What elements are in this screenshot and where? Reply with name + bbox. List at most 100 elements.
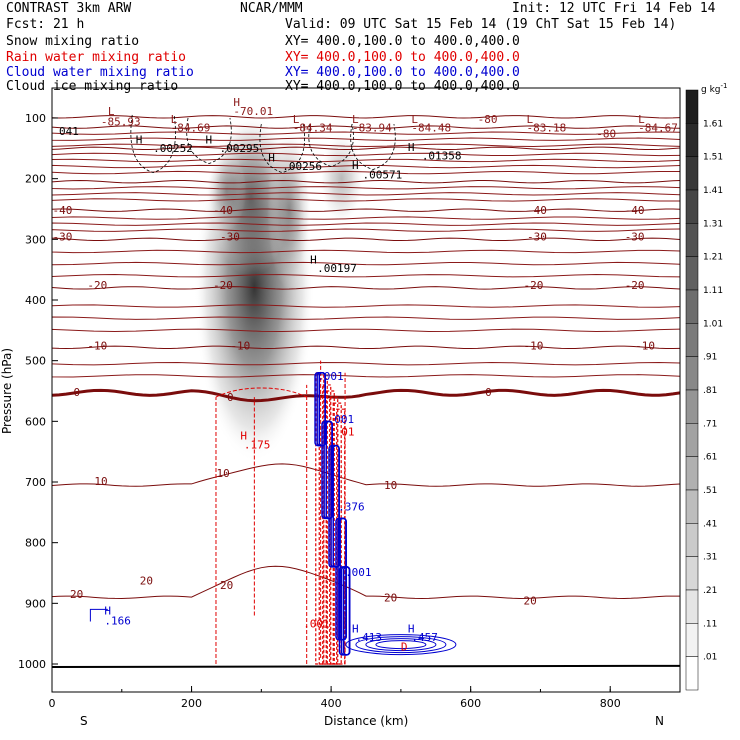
y-tick-label: 700 [25, 476, 46, 489]
colorbar-swatch [685, 123, 699, 157]
contour-label: -84.48 [411, 121, 451, 134]
contour-label: H [310, 254, 317, 267]
isotherm-label: -40 [527, 204, 547, 217]
isotherm-label: 10 [216, 467, 229, 480]
colorbar-label: .81 [703, 386, 717, 396]
contour-label: L [638, 113, 645, 126]
isotherm-line [52, 274, 680, 278]
y-tick-label: 900 [25, 597, 46, 610]
isotherm-label: 20 [384, 591, 397, 604]
colorbar-label: .61 [703, 453, 717, 463]
contour-label: H [352, 622, 359, 635]
isotherm-label: 10 [384, 479, 397, 492]
isotherm-label: -30 [220, 230, 240, 243]
colorbar-swatch [685, 256, 699, 291]
contour-label: .00295 [219, 142, 259, 155]
colorbar-unit: g kg-1 [701, 82, 727, 95]
field-snow-name: Snow mixing ratio [6, 34, 140, 49]
isotherm-line [52, 186, 680, 190]
isotherm-label: 20 [140, 574, 153, 587]
contour-label: .00256 [282, 160, 322, 173]
isotherm-line [52, 208, 680, 212]
cloud-ice-contour [259, 123, 305, 174]
surface-line [52, 664, 680, 669]
x-tick-label: 200 [181, 697, 202, 710]
contour-label: -84.67 [638, 121, 678, 134]
contour-label: H [206, 133, 213, 146]
x-tick-label: 800 [600, 697, 621, 710]
isotherm-line [52, 237, 680, 242]
contour-label: .457 [411, 631, 438, 644]
colorbar-swatch [685, 323, 699, 357]
isotherm-label: -40 [53, 204, 73, 217]
isotherm-label: 20 [220, 579, 233, 592]
contour-label: -80 [596, 127, 616, 140]
isotherm-line [52, 216, 680, 220]
north-label: N [655, 714, 664, 728]
isotherm-label: -20 [524, 279, 544, 292]
contour-label: D [401, 641, 408, 654]
rain-contour [336, 408, 346, 665]
colorbar-swatch [685, 389, 699, 424]
contour-label: L [411, 113, 418, 126]
contour-label: .01 [335, 425, 355, 438]
colorbar-swatch [685, 223, 699, 257]
contour-label: .376 [338, 501, 365, 514]
isotherm-line [52, 463, 680, 487]
isotherm-line [52, 143, 680, 148]
colorbar-label: .51 [703, 486, 717, 496]
contour-label: .001 [328, 413, 355, 426]
isotherm-label: -30 [625, 230, 645, 243]
cloud-water-contour [375, 640, 427, 650]
colorbar-swatch [685, 623, 699, 657]
colorbar-swatch [685, 89, 699, 124]
isotherm-label: -20 [87, 279, 107, 292]
contour-label: -83.94 [352, 121, 392, 134]
contour-label: .00252 [153, 142, 193, 155]
isotherm-label: 20 [524, 594, 537, 607]
colorbar-label: 1.21 [703, 253, 723, 263]
colorbar-label: .91 [703, 353, 717, 363]
isotherm-label: 10 [94, 475, 107, 488]
x-tick-label: 0 [49, 697, 56, 710]
isotherm-line [52, 345, 680, 350]
contour-label: .413 [356, 631, 383, 644]
field-cloudwater-xy: XY= 400.0,100.0 to 400.0,400.0 [285, 65, 520, 80]
contour-label: L [526, 113, 533, 126]
field-cloudice-name: Cloud ice mixing ratio [6, 79, 179, 94]
contour-label: .001 [317, 370, 344, 383]
y-tick-label: 200 [25, 173, 46, 186]
cloud-ice-contour [130, 114, 176, 174]
isotherm-label: 0 [227, 391, 234, 404]
institution-label: NCAR/MMM [240, 1, 303, 16]
colorbar-label: .21 [703, 586, 717, 596]
snow-shading [206, 150, 247, 231]
colorbar-label: .71 [703, 419, 717, 429]
colorbar-label: .41 [703, 519, 717, 529]
isotherm-line [52, 137, 680, 141]
contour-label: -80 [478, 113, 498, 126]
contour-label: -83.18 [526, 121, 566, 134]
field-cloudice-xy: XY= 400.0,100.0 to 400.0,400.0 [285, 79, 520, 94]
isotherm-label: -20 [213, 279, 233, 292]
y-tick-label: 600 [25, 415, 46, 428]
isotherm-label: 20 [70, 588, 83, 601]
colorbar-label: 1.51 [703, 153, 723, 163]
cloud-ice-contour [186, 117, 232, 164]
colorbar-label: 1.41 [703, 186, 723, 196]
isotherm-line [52, 228, 680, 232]
colorbar-label: .11 [703, 619, 717, 629]
contour-label: .01358 [422, 149, 462, 162]
contour-label: -85.93 [101, 115, 141, 128]
y-tick-label: 500 [25, 355, 46, 368]
cloud-water-contour [365, 638, 437, 652]
colorbar-label: .31 [703, 553, 717, 563]
init-time: Init: 12 UTC Fri 14 Feb 14 [512, 1, 716, 16]
isotherm-line [52, 222, 680, 226]
y-axis-title: Pressure (hPa) [0, 347, 15, 435]
isotherm-label: -10 [524, 340, 544, 353]
colorbar-label: 1.11 [703, 286, 723, 296]
isotherm-label: 0 [73, 386, 80, 399]
contour-label: H [136, 133, 143, 146]
